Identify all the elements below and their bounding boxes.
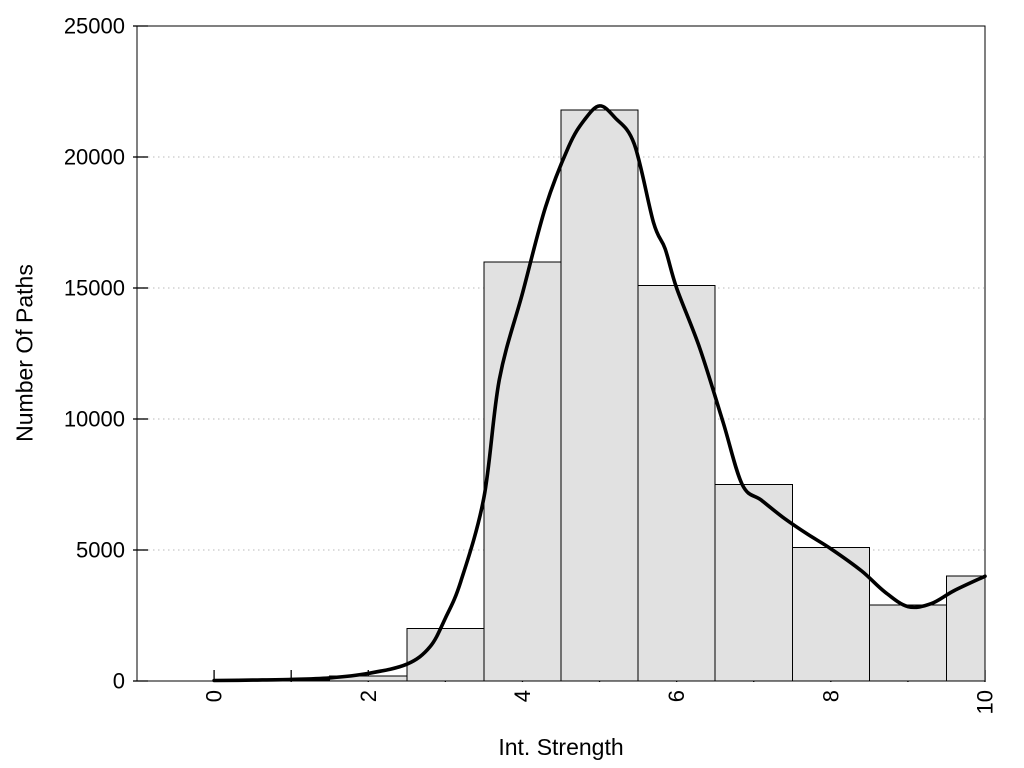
bar-bin-8.5-9.5 bbox=[868, 604, 947, 682]
y-tick-labels: 0 5000 10000 15000 20000 25000 bbox=[64, 14, 125, 694]
x-tick-label-2: 2 bbox=[356, 690, 381, 702]
plot-frame bbox=[136, 25, 986, 682]
y-tick-label-15000: 15000 bbox=[64, 276, 125, 301]
bar-bin-4.5-5.5 bbox=[560, 109, 639, 682]
x-tick-label-0: 0 bbox=[202, 690, 227, 702]
bar-bin-7.5-8.5 bbox=[791, 546, 870, 682]
y-axis-title: Number Of Paths bbox=[11, 264, 38, 442]
plot-border bbox=[136, 25, 986, 682]
density-curve bbox=[212, 104, 987, 683]
x-tick-label-10: 10 bbox=[973, 690, 998, 714]
x-axis-title: Int. Strength bbox=[498, 734, 624, 760]
x-tick-label-4: 4 bbox=[510, 690, 535, 702]
bar-bin-2.5-3.5 bbox=[406, 628, 485, 682]
y-tick-label-25000: 25000 bbox=[64, 14, 125, 39]
bar-bin-9.5-10 bbox=[945, 575, 986, 682]
y-tick-label-5000: 5000 bbox=[76, 538, 125, 563]
x-tick-labels: 0 2 4 6 8 10 bbox=[202, 690, 998, 714]
bar-bin-6.5-7.5 bbox=[714, 484, 793, 682]
y-tick-label-0: 0 bbox=[113, 669, 125, 694]
histogram-bars bbox=[252, 109, 986, 682]
bar-bin-3.5-4.5 bbox=[483, 261, 562, 682]
y-tick-label-10000: 10000 bbox=[64, 407, 125, 432]
x-tick-label-6: 6 bbox=[664, 690, 689, 702]
density-curve-path bbox=[212, 104, 987, 683]
x-tick-label-8: 8 bbox=[818, 690, 843, 702]
bar-bin-5.5-6.5 bbox=[637, 284, 716, 682]
y-tick-label-20000: 20000 bbox=[64, 145, 125, 170]
